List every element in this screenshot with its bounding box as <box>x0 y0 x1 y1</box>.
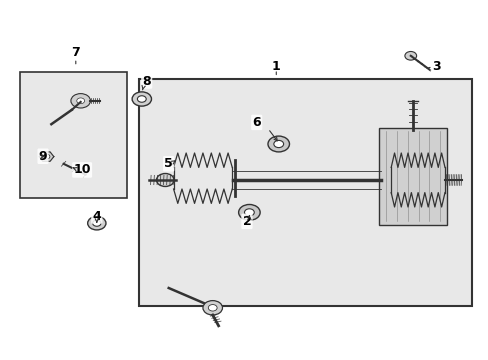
Circle shape <box>208 305 217 311</box>
Circle shape <box>273 140 283 148</box>
FancyBboxPatch shape <box>20 72 127 198</box>
Circle shape <box>43 154 50 159</box>
Text: 4: 4 <box>92 210 101 222</box>
Text: 7: 7 <box>71 46 80 59</box>
Circle shape <box>137 96 146 102</box>
Circle shape <box>244 209 254 216</box>
Circle shape <box>267 136 289 152</box>
Polygon shape <box>39 152 54 161</box>
Text: 9: 9 <box>39 150 47 163</box>
Circle shape <box>156 174 174 186</box>
Text: 1: 1 <box>271 60 280 73</box>
Circle shape <box>77 98 84 104</box>
Circle shape <box>404 51 416 60</box>
Text: 2: 2 <box>242 215 251 228</box>
FancyBboxPatch shape <box>139 79 471 306</box>
Text: 3: 3 <box>431 60 440 73</box>
Circle shape <box>87 216 106 230</box>
Circle shape <box>203 301 222 315</box>
Text: 5: 5 <box>164 157 173 170</box>
Circle shape <box>238 204 260 220</box>
Text: 8: 8 <box>142 75 151 87</box>
Circle shape <box>71 94 90 108</box>
Text: 10: 10 <box>73 163 91 176</box>
FancyBboxPatch shape <box>378 128 447 225</box>
Circle shape <box>132 92 151 106</box>
Circle shape <box>93 220 101 226</box>
Text: 6: 6 <box>252 116 261 129</box>
